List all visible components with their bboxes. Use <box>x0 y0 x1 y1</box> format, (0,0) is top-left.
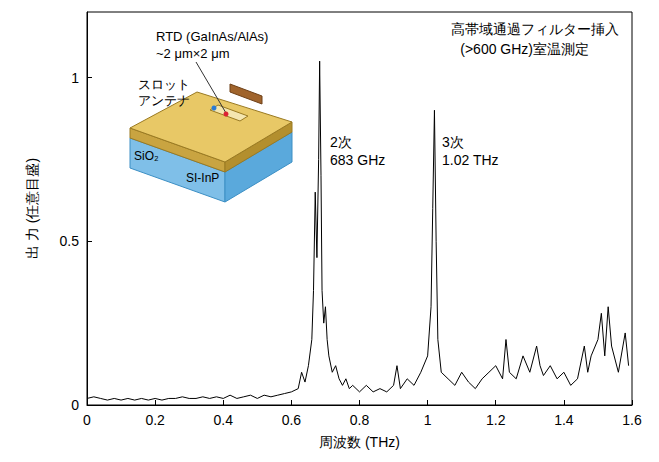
svg-text:周波数 (THz): 周波数 (THz) <box>319 434 400 450</box>
svg-text:0.6: 0.6 <box>282 412 302 428</box>
svg-text:1.2: 1.2 <box>486 412 506 428</box>
svg-text:3次: 3次 <box>442 134 464 150</box>
svg-text:~2 μm×2 μm: ~2 μm×2 μm <box>156 46 230 61</box>
svg-text:0.2: 0.2 <box>145 412 165 428</box>
svg-text:SI-InP: SI-InP <box>186 171 219 185</box>
svg-text:(>600 GHz)室温測定: (>600 GHz)室温測定 <box>460 41 589 57</box>
svg-text:2次: 2次 <box>330 134 352 150</box>
svg-text:出 力 (任意目盛): 出 力 (任意目盛) <box>24 158 40 259</box>
svg-text:1.02 THz: 1.02 THz <box>442 152 499 168</box>
svg-text:高帯域通過フィルター挿入: 高帯域通過フィルター挿入 <box>451 21 619 37</box>
svg-text:1.4: 1.4 <box>554 412 574 428</box>
svg-text:0.5: 0.5 <box>60 233 80 249</box>
svg-text:683 GHz: 683 GHz <box>330 152 385 168</box>
svg-text:0: 0 <box>71 397 79 413</box>
svg-text:RTD (GaInAs/AlAs): RTD (GaInAs/AlAs) <box>156 29 268 44</box>
svg-text:0.8: 0.8 <box>350 412 370 428</box>
svg-text:0: 0 <box>83 412 91 428</box>
svg-text:1.6: 1.6 <box>622 412 642 428</box>
svg-text:1: 1 <box>424 412 432 428</box>
svg-text:0.4: 0.4 <box>214 412 234 428</box>
svg-text:1: 1 <box>71 70 79 86</box>
svg-text:アンテナ: アンテナ <box>138 93 190 108</box>
svg-text:スロット: スロット <box>138 77 190 92</box>
svg-text:SiO₂: SiO₂ <box>134 149 159 163</box>
